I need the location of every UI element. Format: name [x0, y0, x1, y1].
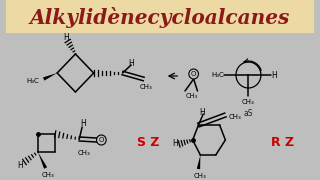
Text: H: H [128, 58, 134, 68]
Text: H₃C: H₃C [27, 78, 39, 84]
Text: H: H [172, 140, 178, 148]
Text: H: H [80, 118, 86, 127]
Text: CH₃: CH₃ [139, 84, 152, 90]
Text: Alkylidènecycloalcanes: Alkylidènecycloalcanes [30, 6, 290, 28]
Text: H: H [63, 33, 69, 42]
Circle shape [236, 62, 261, 88]
Text: O: O [191, 71, 196, 77]
Circle shape [97, 135, 106, 145]
Text: CH₃: CH₃ [186, 93, 198, 99]
Circle shape [189, 69, 198, 79]
Text: H: H [18, 161, 23, 170]
Text: CH₃: CH₃ [78, 150, 91, 156]
Polygon shape [197, 155, 200, 169]
Text: S Z: S Z [137, 136, 160, 150]
Text: aS: aS [244, 109, 253, 118]
Polygon shape [43, 73, 57, 81]
Text: CH₃: CH₃ [242, 99, 255, 105]
Text: CH₃: CH₃ [194, 173, 207, 179]
Text: H₃C: H₃C [211, 72, 224, 78]
Text: H: H [272, 71, 277, 80]
FancyBboxPatch shape [6, 0, 314, 33]
Text: H: H [199, 107, 205, 116]
Text: CH₃: CH₃ [228, 114, 241, 120]
Polygon shape [38, 152, 47, 169]
Text: R Z: R Z [271, 136, 295, 150]
Text: O: O [99, 137, 104, 143]
Text: CH₃: CH₃ [41, 172, 54, 178]
